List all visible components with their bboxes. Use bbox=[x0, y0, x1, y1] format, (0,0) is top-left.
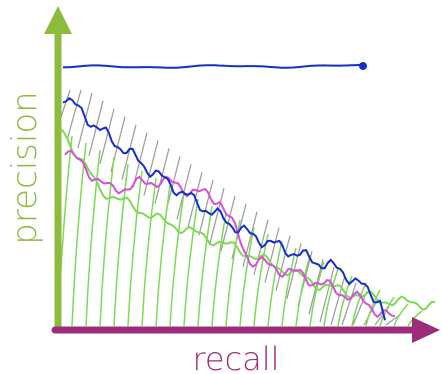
hatch-stroke bbox=[170, 192, 184, 326]
hatch-stroke bbox=[212, 213, 226, 326]
curve-perfect bbox=[63, 65, 362, 68]
hatch-stroke bbox=[72, 143, 86, 326]
hatch-stroke bbox=[142, 178, 156, 326]
hatch-stroke bbox=[114, 164, 128, 326]
hatching bbox=[56, 90, 422, 326]
hatch-stroke bbox=[320, 267, 334, 322]
curves bbox=[62, 62, 435, 320]
hatch-stroke bbox=[184, 199, 198, 326]
hatch-stroke bbox=[268, 241, 282, 326]
pr-sketch: precision recall bbox=[0, 0, 442, 374]
hatch-stroke bbox=[240, 227, 254, 326]
x-axis-label: recall bbox=[192, 340, 279, 374]
curve-green bbox=[62, 130, 435, 310]
hatch-stroke bbox=[296, 255, 310, 326]
x-axis-arrow bbox=[412, 317, 440, 343]
hatch-stroke bbox=[199, 180, 213, 235]
hatch-stroke bbox=[78, 93, 92, 148]
hatch-stroke bbox=[100, 109, 114, 164]
curve-end-dot bbox=[359, 62, 367, 70]
y-axis-label: precision bbox=[5, 91, 45, 244]
hatch-stroke bbox=[128, 171, 142, 326]
hatch-stroke bbox=[394, 304, 408, 326]
hatch-stroke bbox=[89, 101, 103, 156]
hatch-stroke bbox=[198, 206, 212, 326]
y-axis-arrow bbox=[44, 6, 72, 34]
